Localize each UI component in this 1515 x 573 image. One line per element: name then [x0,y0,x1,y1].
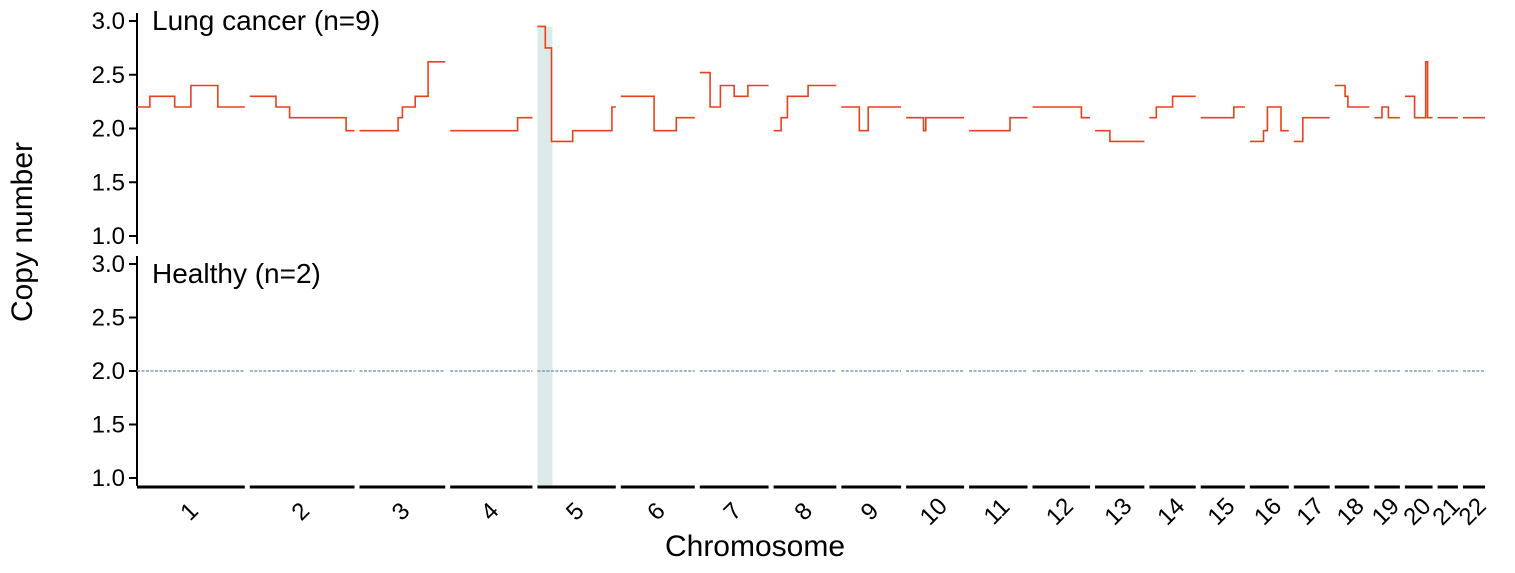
chromosome-label-5: 5 [561,497,590,526]
y-axis-title: Copy number [6,142,39,322]
y-tick-label-healthy: 2.0 [92,358,125,385]
highlight-band-chr5 [537,27,553,487]
y-tick-label-lung-cancer: 2.0 [92,116,125,143]
chromosome-label-14: 14 [1152,493,1190,531]
series-lung-cancer-chr15 [1200,106,1245,119]
panel-healthy: 1.0 1.5 2.0 2.5 3.0 Healthy (n=2) [92,251,1485,492]
y-tick-label-healthy: 3.0 [92,251,125,278]
chromosome-label-9: 9 [856,497,885,526]
highlight-layer [537,27,553,487]
y-tick-label-lung-cancer: 1.5 [92,169,125,196]
chromosome-label-18: 18 [1332,493,1370,531]
y-tick-label-lung-cancer: 2.5 [92,62,125,89]
series-lung-cancer-chr19 [1374,106,1400,119]
chromosome-label-8: 8 [789,497,818,526]
series-lung-cancer-chr14 [1149,95,1196,119]
chromosome-label-3: 3 [387,497,416,526]
chromosome-label-2: 2 [287,497,316,526]
series-lung-cancer-chr20 [1404,61,1433,119]
series-lung-cancer-chr2 [249,95,355,132]
series-lung-cancer-chr9 [841,106,902,132]
chromosome-label-15: 15 [1202,493,1240,531]
y-tick-label-healthy: 2.5 [92,305,125,332]
y-axis-lung-cancer: 1.0 1.5 2.0 2.5 3.0 [92,8,138,250]
series-lung-cancer [137,25,1485,143]
y-tick-label-lung-cancer: 3.0 [92,8,125,35]
series-lung-cancer-chr13 [1095,129,1145,143]
series-lung-cancer-chr4 [450,116,533,132]
chromosome-label-17: 17 [1291,493,1329,531]
panel-lung-cancer: 1.0 1.5 2.0 2.5 3.0 Lung cancer (n=9) [92,5,1485,250]
series-lung-cancer-chr3 [359,61,446,132]
series-lung-cancer-chr6 [620,95,695,132]
chromosome-label-10: 10 [915,493,953,531]
series-lung-cancer-chr12 [1032,106,1091,119]
panel-title-lung-cancer: Lung cancer (n=9) [152,5,380,36]
series-lung-cancer-chr18 [1334,84,1370,108]
series-lung-cancer-chr1 [137,84,245,108]
series-lung-cancer-chr11 [969,116,1028,132]
chromosome-label-13: 13 [1099,493,1137,531]
chromosome-label-22: 22 [1454,493,1492,531]
chromosome-label-7: 7 [719,497,748,526]
chromosome-label-12: 12 [1041,493,1079,531]
series-lung-cancer-chr17 [1293,116,1330,143]
panel-title-healthy: Healthy (n=2) [152,258,321,289]
chromosome-label-6: 6 [642,497,671,526]
chromosome-label-16: 16 [1249,493,1287,531]
series-lung-cancer-chr16 [1249,106,1289,143]
series-lung-cancer-chr8 [773,84,837,132]
x-axis-title: Chromosome [665,530,845,563]
chromosome-label-11: 11 [979,493,1016,530]
chromosome-label-4: 4 [476,497,505,526]
series-lung-cancer-chr10 [906,116,965,132]
y-axis-healthy: 1.0 1.5 2.0 2.5 3.0 [92,251,138,492]
chromosome-label-1: 1 [175,497,204,526]
y-tick-label-lung-cancer: 1.0 [92,223,125,250]
y-tick-label-healthy: 1.5 [92,412,125,439]
series-lung-cancer-chr7 [699,71,769,108]
y-tick-label-healthy: 1.0 [92,465,125,492]
series-lung-cancer-chr5 [537,25,616,143]
